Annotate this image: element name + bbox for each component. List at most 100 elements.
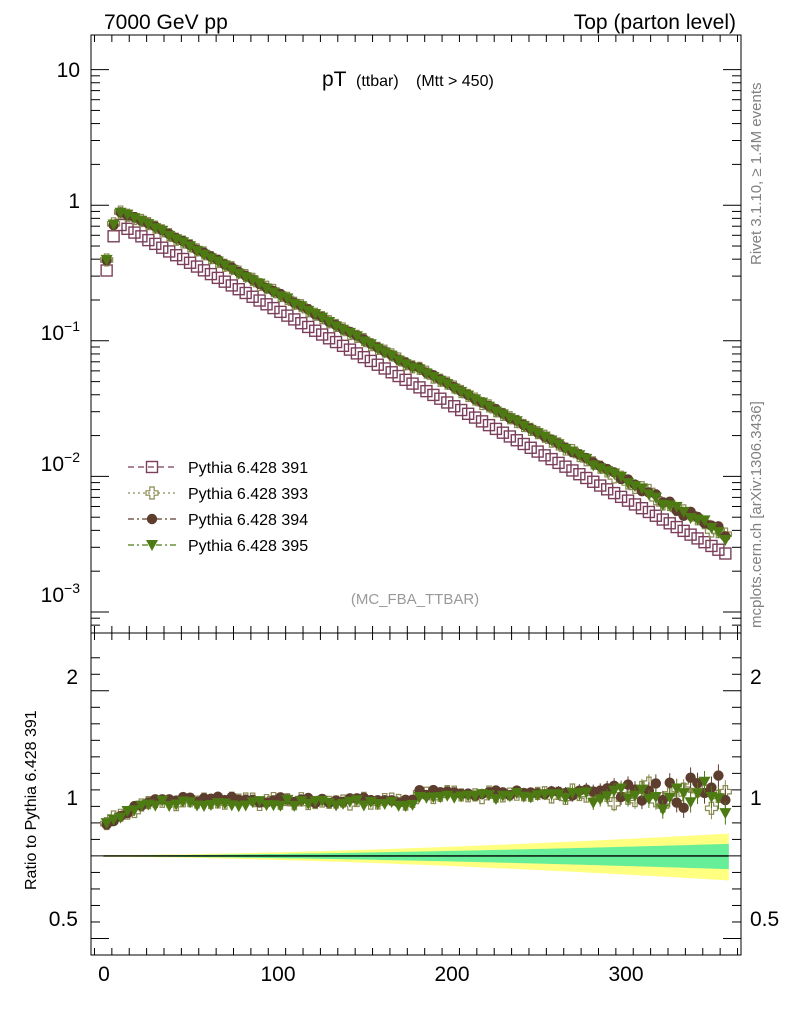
data-point [462, 390, 475, 402]
ratio-point [204, 800, 217, 812]
data-point [302, 320, 315, 334]
data-point [482, 401, 495, 413]
data-point [176, 252, 190, 266]
data-point [142, 233, 155, 247]
data-point [719, 547, 732, 560]
data-point [378, 362, 391, 375]
data-point [232, 283, 245, 296]
data-point [615, 471, 628, 483]
ratio-point [615, 783, 628, 795]
data-point [107, 230, 120, 243]
data-point [190, 260, 204, 273]
ratio-point [510, 788, 523, 800]
data-point [316, 312, 329, 324]
data-point [719, 534, 732, 546]
ratio-point [601, 791, 614, 803]
data-point [309, 308, 322, 320]
data-point [406, 377, 419, 390]
ratio-tick-2: 2 [66, 666, 78, 689]
ratio-point [239, 800, 252, 812]
data-point [343, 343, 357, 356]
data-point [454, 403, 468, 417]
data-point [302, 305, 315, 317]
data-point [705, 539, 718, 553]
ratio-point [608, 785, 621, 797]
ratio-panel-frame [90, 632, 742, 956]
data-point [315, 328, 329, 341]
data-point [267, 287, 280, 299]
data-point [295, 301, 308, 313]
data-point [642, 505, 656, 519]
data-point [469, 394, 482, 406]
data-point [461, 407, 475, 421]
data-point [357, 350, 371, 364]
ratio-point [343, 796, 356, 808]
data-point [538, 431, 551, 443]
energy-label: 7000 GeV pp [104, 11, 228, 34]
data-point [183, 256, 197, 269]
data-point [281, 293, 294, 305]
y-tick-label-1e-2: 10−2 [41, 449, 81, 476]
data-point [260, 283, 273, 295]
data-point [712, 543, 725, 556]
data-point [413, 364, 426, 376]
data-point [434, 375, 447, 387]
ratio-point [594, 794, 607, 806]
data-point [156, 241, 169, 254]
data-point [441, 396, 454, 409]
ratio-point [434, 792, 447, 804]
legend-label-393: Pythia 6.428 393 [188, 486, 308, 503]
data-point [698, 535, 711, 549]
data-point [677, 524, 690, 538]
ratio-point [135, 800, 148, 812]
ratio-point [107, 814, 120, 826]
data-point [246, 290, 259, 303]
analysis-watermark: (MC_FBA_TTBAR) [351, 591, 479, 608]
mcplots-reference-label: mcplots.cern.ch [arXiv:1306.3436] [748, 401, 765, 628]
data-point [621, 494, 635, 507]
data-point [635, 483, 648, 495]
data-point [441, 379, 454, 391]
ratio-point [657, 794, 668, 806]
data-point [364, 339, 377, 351]
data-point [656, 513, 669, 526]
data-point [336, 339, 350, 353]
data-point [468, 411, 482, 424]
ratio-point [399, 801, 412, 813]
ratio-point [712, 793, 725, 805]
ratio-point [281, 794, 294, 806]
data-point [329, 335, 343, 349]
ratio-point [704, 801, 719, 815]
ratio-point [149, 800, 162, 812]
data-point [323, 316, 336, 328]
ratio-series-3 [100, 771, 732, 830]
x-tick-300: 300 [608, 963, 643, 986]
ratio-point [128, 805, 141, 817]
data-point [239, 272, 252, 284]
data-point [649, 509, 663, 522]
ratio-point [524, 792, 537, 804]
rivet-version-label: Rivet 3.1.10, ≥ 1.4M events [748, 83, 765, 266]
legend-symbol [145, 486, 159, 500]
legend-label-394: Pythia 6.428 394 [188, 512, 308, 529]
data-point [308, 324, 322, 337]
data-point [399, 373, 412, 387]
data-point [600, 483, 614, 496]
ratio-point [489, 794, 502, 806]
data-point [496, 409, 509, 421]
ratio-point [650, 778, 662, 789]
series-0 [100, 218, 732, 560]
ratio-y-axis-label: Ratio to Pythia 6.428 391 [23, 710, 40, 890]
data-point [253, 294, 266, 307]
data-point [517, 420, 530, 432]
ratio-point [691, 788, 704, 800]
data-point [552, 439, 565, 451]
data-point [107, 219, 120, 231]
data-point [267, 301, 280, 315]
legend-symbol [146, 540, 158, 551]
legend-marker-391 [145, 460, 159, 474]
ratio-tick-0-5-right: 0.5 [750, 908, 779, 931]
ratio-point [670, 783, 683, 795]
data-point [149, 237, 162, 251]
data-point [510, 416, 523, 428]
